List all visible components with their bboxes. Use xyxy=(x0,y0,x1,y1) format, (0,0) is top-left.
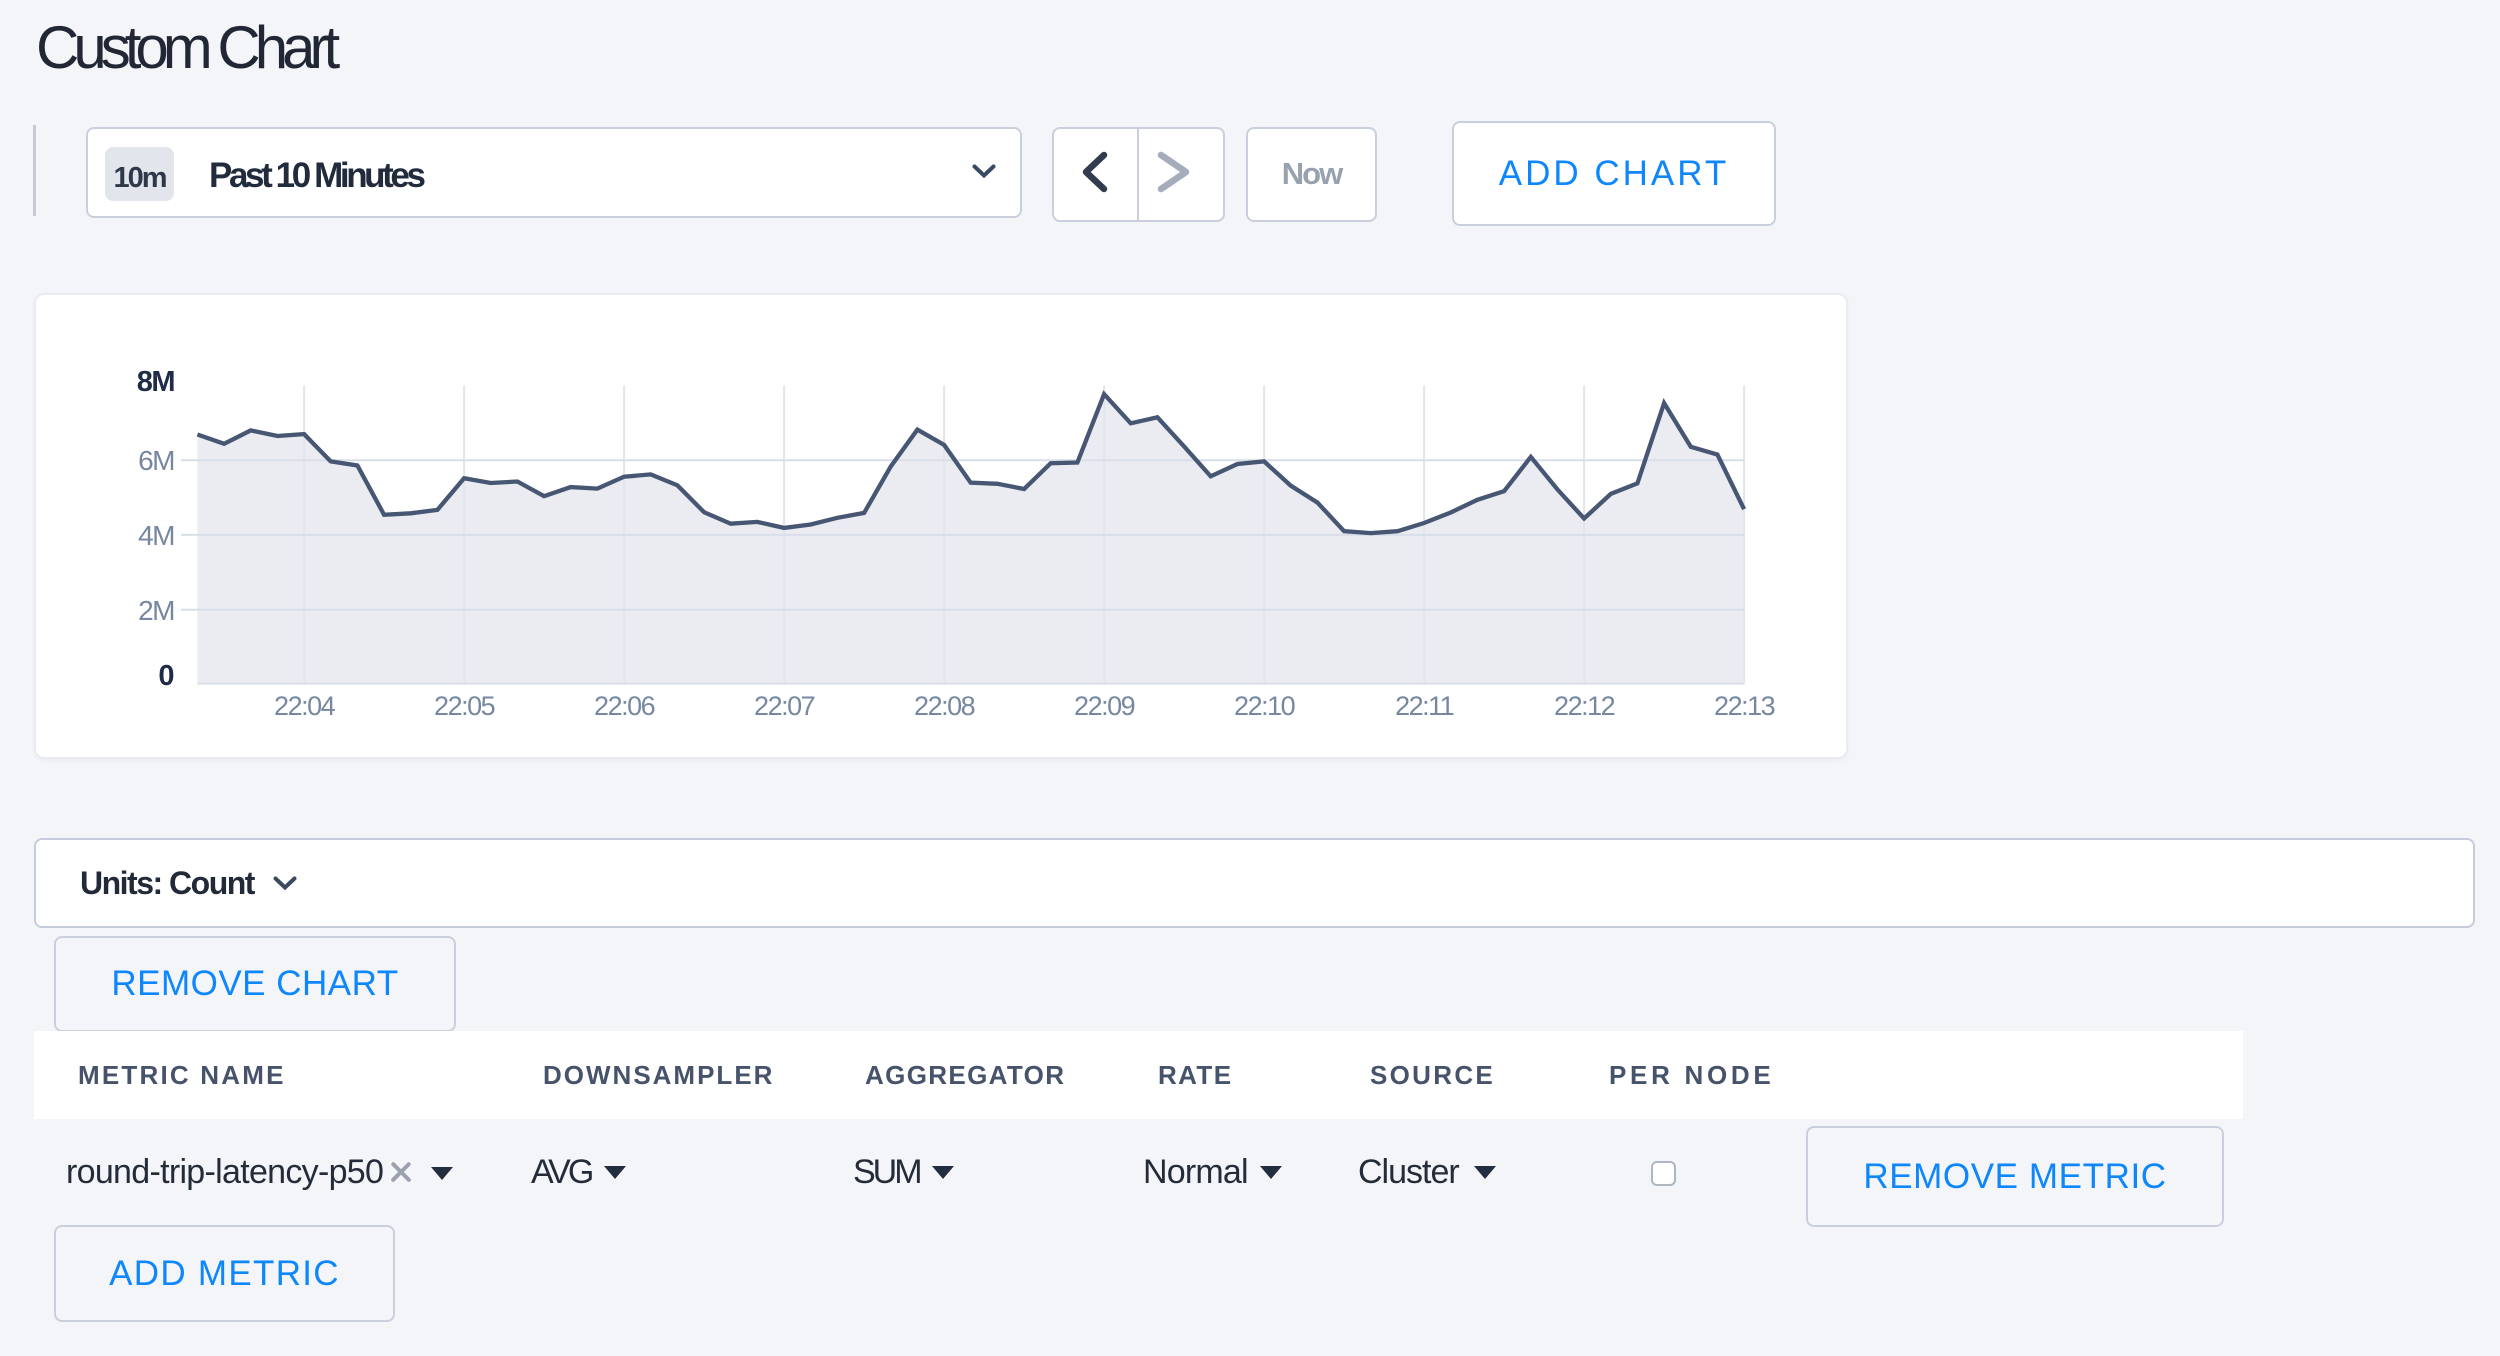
svg-text:22:10: 22:10 xyxy=(1234,691,1295,721)
svg-text:6M: 6M xyxy=(138,445,174,476)
svg-text:8M: 8M xyxy=(137,366,175,398)
svg-text:4M: 4M xyxy=(138,520,174,551)
svg-text:2M: 2M xyxy=(138,595,174,626)
svg-text:22:11: 22:11 xyxy=(1395,691,1454,721)
svg-text:22:12: 22:12 xyxy=(1554,691,1615,721)
svg-text:22:08: 22:08 xyxy=(914,691,975,721)
svg-text:22:09: 22:09 xyxy=(1074,691,1135,721)
svg-text:22:07: 22:07 xyxy=(754,691,815,721)
svg-text:22:06: 22:06 xyxy=(594,691,655,721)
svg-text:22:05: 22:05 xyxy=(434,691,495,721)
svg-text:22:13: 22:13 xyxy=(1714,691,1775,721)
svg-text:0: 0 xyxy=(158,660,173,692)
svg-text:22:04: 22:04 xyxy=(274,691,336,721)
